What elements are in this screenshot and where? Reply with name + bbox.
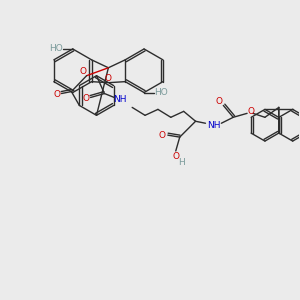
- Text: O: O: [79, 67, 86, 76]
- Text: O: O: [158, 130, 165, 140]
- Text: NH: NH: [207, 121, 220, 130]
- Text: NH: NH: [113, 95, 127, 104]
- Text: O: O: [248, 107, 255, 116]
- Text: HO: HO: [49, 44, 63, 53]
- Text: O: O: [172, 152, 179, 161]
- Text: O: O: [216, 97, 223, 106]
- Text: O: O: [53, 90, 60, 99]
- Text: O: O: [105, 74, 112, 83]
- Text: HO: HO: [154, 88, 168, 97]
- Text: O: O: [82, 94, 89, 103]
- Text: H: H: [178, 158, 185, 167]
